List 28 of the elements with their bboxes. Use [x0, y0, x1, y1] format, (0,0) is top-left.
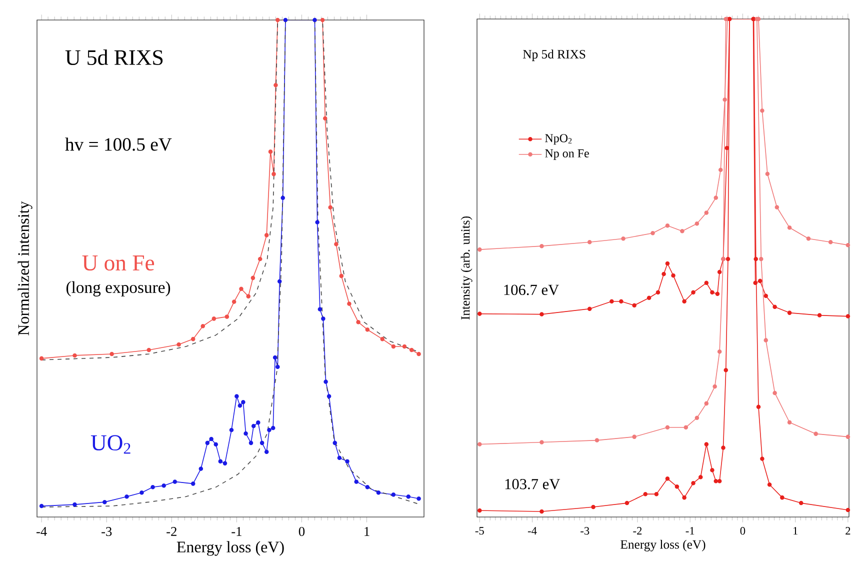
x-tick-label: -2 — [166, 527, 176, 536]
legend-label: NpO$_{2}$ — [545, 134, 572, 145]
x-tick-label: 1 — [794, 527, 798, 535]
x-tick-label: -5 — [475, 527, 484, 535]
x-tick-label: 0 — [740, 527, 746, 535]
annotation: hv = 100.5 eV — [65, 138, 172, 151]
annotation: 103.7 eV — [505, 478, 560, 490]
y-axis-title: Intensity (arb. units) — [460, 216, 472, 320]
x-axis-title: Energy loss (eV) — [176, 541, 284, 556]
x-axis-title: Energy loss (eV) — [620, 540, 706, 552]
x-tick-label: 2 — [846, 527, 850, 535]
annotation: (long exposure) — [66, 281, 170, 296]
x-tick-label: -4 — [36, 527, 47, 536]
text: U 5d RIXS — [65, 50, 163, 65]
x-tick-label: -2 — [633, 527, 642, 535]
text: U on Fe — [82, 255, 154, 271]
x-tick-label: 0 — [298, 527, 305, 536]
x-tick-label: -1 — [686, 527, 694, 535]
annotation: 106.7 eV — [504, 284, 559, 296]
legend-label: Np on Fe — [545, 149, 589, 160]
x-tick-label: -4 — [528, 527, 537, 534]
x-tick-label: 1 — [364, 527, 370, 536]
x-tick-label: -3 — [102, 527, 112, 536]
x-tick-label: -3 — [580, 527, 590, 535]
x-tick-label: -1 — [232, 527, 242, 536]
series-label: UO$_{2}$ — [90, 435, 130, 454]
y-axis-title: Normalized intensity — [18, 201, 32, 336]
text: Np 5d RIXS — [522, 50, 586, 62]
